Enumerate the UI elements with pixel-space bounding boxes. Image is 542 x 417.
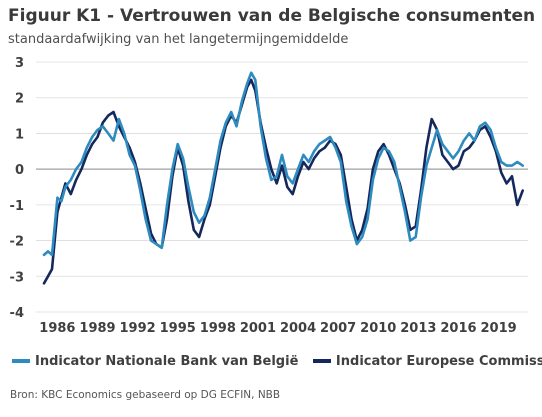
y-tick-label: -4: [10, 306, 24, 321]
legend-item-ec: Indicator Europese Commissie: [312, 353, 542, 369]
x-tick-label: 2013: [400, 321, 436, 336]
x-tick-label: 2019: [480, 321, 516, 336]
y-tick-label: 0: [15, 163, 24, 178]
x-tick-label: 1989: [79, 321, 115, 336]
x-tick-label: 1986: [39, 321, 75, 336]
y-tick-label: -2: [10, 235, 24, 250]
x-tick-label: 1998: [200, 321, 236, 336]
series-line-ec: [42, 78, 525, 285]
legend-label-ec: Indicator Europese Commissie: [335, 353, 542, 369]
x-tick-label: 2007: [320, 321, 356, 336]
chart-legend: Indicator Nationale Bank van België Indi…: [12, 352, 542, 369]
chart-source: Bron: KBC Economics gebaseerd op DG ECFI…: [10, 389, 281, 401]
y-tick-label: -1: [10, 199, 24, 214]
x-tick-label: 1992: [120, 321, 156, 336]
series-line-nbb: [42, 71, 525, 257]
x-tick-label: 1995: [160, 321, 196, 336]
legend-label-nbb: Indicator Nationale Bank van België: [35, 353, 299, 369]
legend-item-nbb: Indicator Nationale Bank van België: [12, 354, 298, 369]
x-tick-label: 2010: [360, 321, 396, 336]
y-tick-label: 2: [15, 92, 24, 107]
x-tick-label: 2016: [440, 321, 476, 336]
chart-title: Figuur K1 - Vertrouwen van de Belgische …: [8, 6, 536, 26]
y-tick-label: 3: [15, 56, 24, 71]
chart-subtitle: standaardafwijking van het langetermijng…: [8, 32, 349, 47]
legend-swatch-nbb: [12, 359, 30, 363]
x-tick-label: 2004: [280, 321, 316, 336]
legend-swatch-ec: [312, 359, 331, 363]
y-tick-label: -3: [10, 270, 24, 285]
y-tick-label: 1: [15, 127, 24, 142]
x-tick-label: 2001: [240, 321, 276, 336]
